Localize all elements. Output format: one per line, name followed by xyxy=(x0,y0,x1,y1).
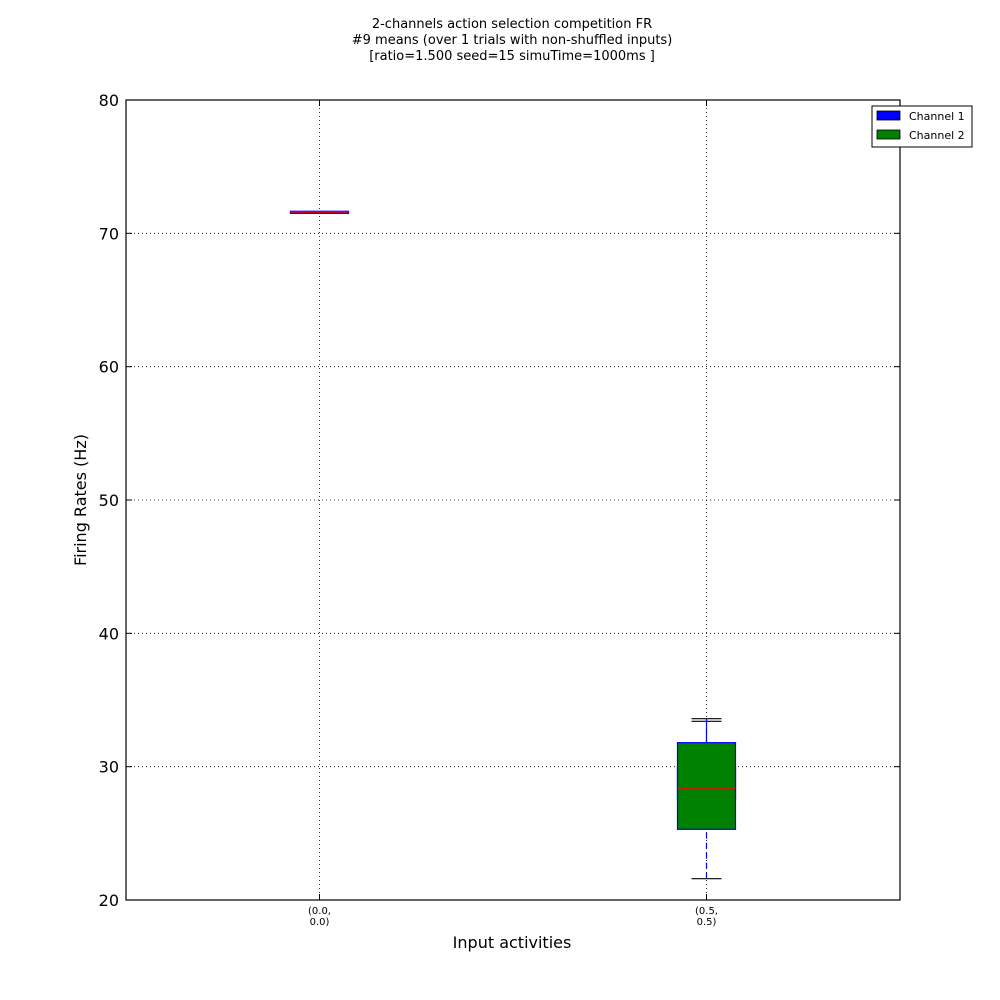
y-tick-label: 50 xyxy=(99,491,119,510)
x-tick-label: 0.0) xyxy=(310,917,330,928)
chart-title-line-3: [ratio=1.500 seed=15 simuTime=1000ms ] xyxy=(369,49,655,64)
legend: Channel 1 Channel 2 xyxy=(871,105,973,148)
chart-title: 2-channels action selection competition … xyxy=(352,17,673,64)
y-axis-ticks: 20 30 40 50 60 70 80 xyxy=(99,91,900,910)
grid-lines xyxy=(126,100,900,900)
legend-swatch-channel-1 xyxy=(876,110,901,121)
y-tick-label: 30 xyxy=(99,758,119,777)
box-series xyxy=(289,210,737,880)
y-tick-label: 60 xyxy=(99,358,119,377)
box-body xyxy=(676,742,737,830)
y-tick-label: 20 xyxy=(99,891,119,910)
plot-area-frame xyxy=(125,99,901,901)
legend-label-channel-1: Channel 1 xyxy=(909,110,965,123)
series-channel-2 xyxy=(289,210,737,880)
x-axis-label: Input activities xyxy=(453,933,572,952)
x-axis-ticks: (0.0,0.0) (0.5,0.5) xyxy=(308,100,718,928)
y-tick-label: 80 xyxy=(99,91,119,110)
y-tick-label: 40 xyxy=(99,624,119,643)
y-axis-label: Firing Rates (Hz) xyxy=(71,434,90,566)
chart-title-line-1: 2-channels action selection competition … xyxy=(372,17,652,32)
legend-swatch-channel-2 xyxy=(876,129,901,140)
legend-label-channel-2: Channel 2 xyxy=(909,129,965,142)
x-tick-label: (0.5, xyxy=(695,906,718,917)
x-tick-label: 0.5) xyxy=(697,917,717,928)
x-tick-label: (0.0, xyxy=(308,906,331,917)
y-tick-label: 70 xyxy=(99,224,119,243)
chart-title-line-2: #9 means (over 1 trials with non-shuffle… xyxy=(352,33,673,48)
